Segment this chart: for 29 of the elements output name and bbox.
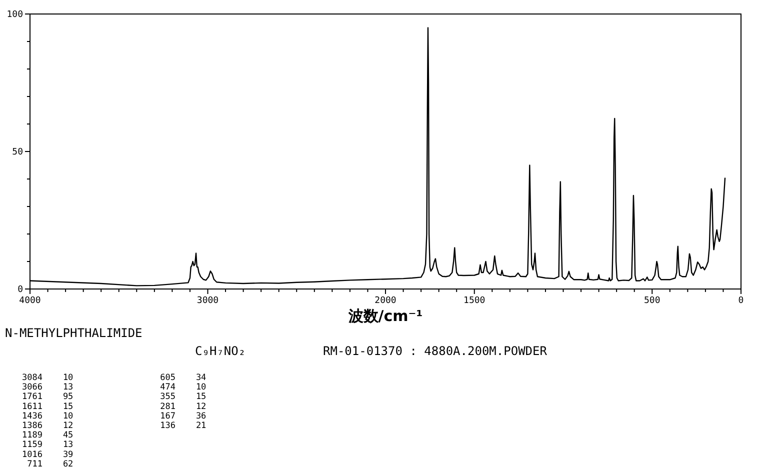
text: 1436 10 <box>22 411 74 422</box>
text: 355 15 <box>155 392 206 402</box>
y-tick-label: 50 <box>12 148 23 158</box>
text: C₉H₇NO₂ <box>195 344 246 358</box>
text: 167 36 <box>155 411 206 422</box>
text: 605 34 <box>155 373 206 383</box>
text: 136 21 <box>155 421 206 431</box>
text: 1611 15 <box>22 402 74 412</box>
text: 1159 13 <box>22 440 74 450</box>
x-tick-label: 1500 <box>464 296 486 306</box>
x-tick-label: 3000 <box>196 296 219 306</box>
x-tick-label: 500 <box>644 296 660 306</box>
text: 474 10 <box>155 382 206 393</box>
y-tick-label: 100 <box>6 10 23 20</box>
text: 1016 39 <box>22 450 74 460</box>
text: 711 62 <box>22 459 74 470</box>
y-tick-label: 0 <box>18 285 23 295</box>
x-tick-label: 0 <box>738 296 744 306</box>
text: 281 12 <box>155 402 206 412</box>
text: 3066 13 <box>22 382 74 393</box>
text: N-METHYLPHTHALIMIDE <box>5 326 142 340</box>
x-tick-label: 4000 <box>19 296 41 306</box>
text: 3084 10 <box>22 373 74 383</box>
text: 1386 12 <box>22 421 74 431</box>
text: 1189 45 <box>22 430 74 441</box>
text: 1761 95 <box>22 392 74 402</box>
text: RM-01-01370 : 4880A.200M.POWDER <box>323 344 548 358</box>
x-tick-label: 2000 <box>374 296 396 306</box>
x-axis-title: 波数/cm⁻¹ <box>347 307 423 325</box>
